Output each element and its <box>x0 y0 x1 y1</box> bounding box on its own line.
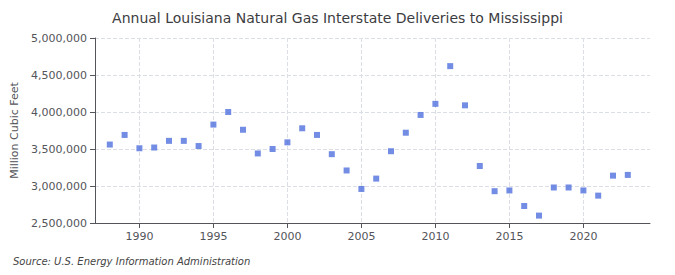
svg-text:3,500,000: 3,500,000 <box>31 143 87 156</box>
svg-text:4,000,000: 4,000,000 <box>31 106 87 119</box>
svg-text:1990: 1990 <box>125 230 153 243</box>
svg-text:Source: U.S. Energy Informatio: Source: U.S. Energy Information Administ… <box>13 256 250 267</box>
svg-text:5,000,000: 5,000,000 <box>31 32 87 45</box>
svg-text:2005: 2005 <box>347 230 375 243</box>
svg-text:2020: 2020 <box>569 230 597 243</box>
svg-text:1995: 1995 <box>199 230 227 243</box>
svg-text:4,500,000: 4,500,000 <box>31 69 87 82</box>
svg-text:2000: 2000 <box>273 230 301 243</box>
svg-text:Annual Louisiana Natural Gas I: Annual Louisiana Natural Gas Interstate … <box>112 10 563 26</box>
svg-text:2010: 2010 <box>421 230 449 243</box>
svg-text:3,000,000: 3,000,000 <box>31 180 87 193</box>
svg-text:Million Cubic Feet: Million Cubic Feet <box>8 81 21 178</box>
svg-text:2015: 2015 <box>495 230 523 243</box>
svg-text:2,500,000: 2,500,000 <box>31 217 87 230</box>
